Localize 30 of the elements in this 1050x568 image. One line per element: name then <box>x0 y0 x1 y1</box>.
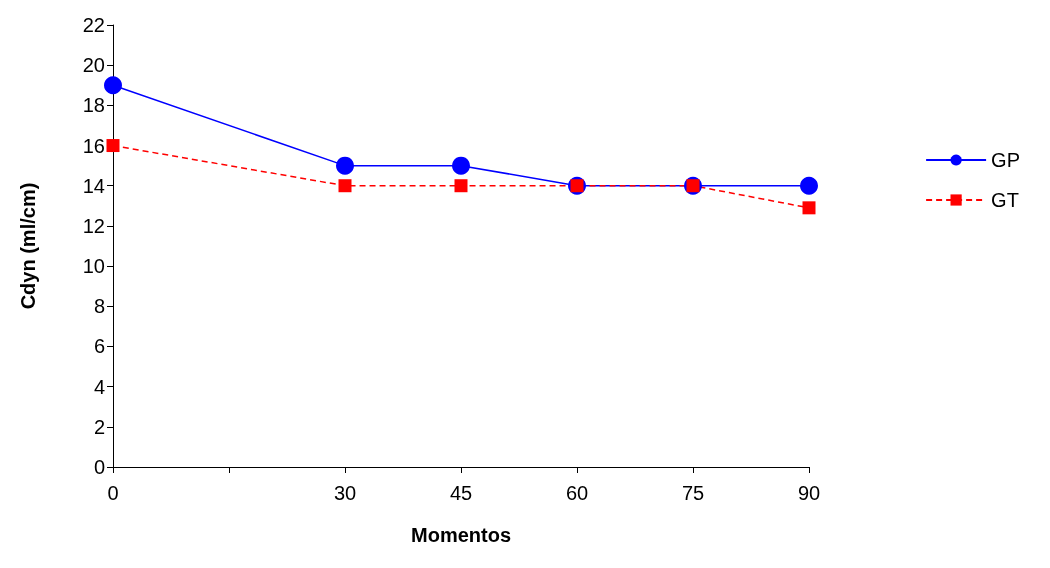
point <box>800 176 818 195</box>
y-tick-label: 22 <box>82 14 105 36</box>
y-tick-label: 0 <box>93 456 105 478</box>
x-tick-label: 60 <box>565 482 589 504</box>
y-tick-label: 18 <box>82 94 105 117</box>
y-axis-title: Cdyn (ml/cm) <box>17 182 39 310</box>
point <box>336 156 354 175</box>
y-tick-label: 12 <box>82 214 105 237</box>
y-tick-label: 2 <box>93 415 105 438</box>
x-tick-label: 90 <box>797 482 821 504</box>
x-tick-label: 30 <box>333 482 357 504</box>
legend-label: GP <box>991 149 1021 171</box>
point <box>338 179 352 193</box>
point <box>802 201 816 215</box>
point <box>106 139 120 153</box>
y-tick-label: 20 <box>82 54 105 77</box>
point <box>454 179 468 193</box>
point <box>452 156 470 175</box>
y-tick-label: 14 <box>82 174 105 197</box>
y-tick-label: 10 <box>82 255 105 278</box>
x-axis-title: Momentos <box>411 524 511 546</box>
x-tick-label: 45 <box>449 482 473 504</box>
y-tick-label: 6 <box>93 335 105 358</box>
y-tick-label: 16 <box>82 134 105 157</box>
legend-label: GT <box>991 189 1019 211</box>
point <box>104 76 122 95</box>
y-tick-label: 4 <box>93 375 105 398</box>
x-tick-label: 0 <box>107 482 119 504</box>
x-tick-label: 75 <box>681 482 705 504</box>
y-tick-label: 8 <box>93 295 105 318</box>
